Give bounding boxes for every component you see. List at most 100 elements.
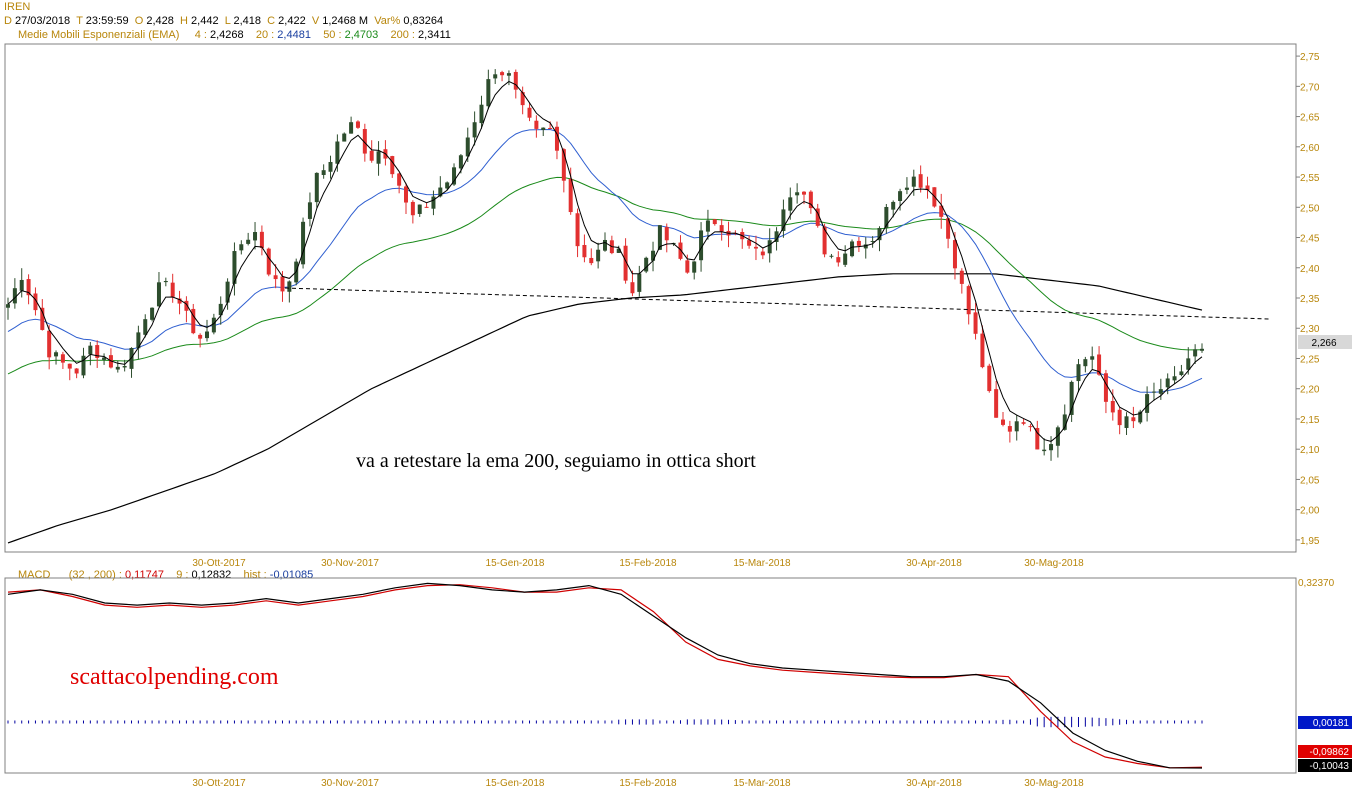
macd-badge: -0,10043	[1310, 761, 1350, 772]
candle-body	[397, 173, 402, 186]
candle-body	[170, 282, 175, 297]
candle-body	[760, 251, 765, 256]
high-key: H	[180, 15, 188, 27]
support-trendline	[284, 287, 1271, 320]
candle-body	[1186, 358, 1191, 370]
x-tick-label: 30-Apr-2018	[906, 558, 962, 569]
candle-body	[506, 73, 511, 76]
var-key: Var%	[374, 15, 401, 27]
candle-body	[644, 257, 649, 272]
x-tick-label: 15-Gen-2018	[486, 558, 545, 569]
ema4-value: 2,4268	[209, 29, 244, 41]
y-tick-label: 2,55	[1300, 173, 1320, 184]
candle-body	[877, 228, 882, 241]
candle-body	[884, 206, 889, 228]
candle-body	[321, 170, 326, 175]
volume-value: 1,2468 M	[322, 15, 369, 27]
candle-body	[205, 331, 209, 339]
x-tick-label: 15-Feb-2018	[619, 558, 677, 569]
candle-body	[273, 275, 278, 280]
candle-body	[911, 176, 916, 187]
ema-4-line	[7, 80, 1203, 442]
candle-body	[115, 366, 120, 370]
candle-body	[1151, 391, 1156, 393]
candle-body	[500, 72, 505, 76]
candle-body	[184, 300, 189, 311]
candle-body	[424, 206, 429, 208]
candle-body	[561, 149, 566, 181]
candle-body	[802, 191, 806, 195]
candle-body	[637, 273, 642, 292]
candle-body	[6, 304, 10, 308]
chart-annotation: va a retestare la ema 200, seguiamo in o…	[356, 450, 756, 472]
candle-body	[259, 231, 264, 248]
candle-body	[980, 333, 985, 368]
candle-body	[472, 122, 477, 138]
candle-body	[788, 197, 793, 211]
ema50-key: 50 :	[323, 29, 342, 41]
open-key: O	[134, 15, 144, 27]
price-panel-frame	[4, 43, 1297, 553]
candle-body	[651, 250, 656, 261]
watermark: scattacolpending.com	[70, 664, 279, 690]
ema-50-line	[7, 176, 1203, 375]
y-tick-label: 2,15	[1300, 415, 1320, 426]
candle-body	[692, 261, 697, 273]
candle-body	[19, 279, 24, 291]
candle-body	[156, 282, 161, 307]
candle-body	[623, 245, 628, 281]
candle-body	[246, 239, 251, 244]
candle-body	[60, 354, 65, 363]
signal-badge-bg	[1298, 745, 1352, 758]
high-value: 2,442	[191, 15, 219, 27]
candle-body	[850, 241, 855, 257]
candle-body	[266, 248, 271, 275]
candle-body	[1103, 373, 1108, 402]
candle-body	[211, 317, 216, 333]
signal-badge: -0,09862	[1310, 747, 1350, 758]
candle-body	[47, 330, 52, 358]
candle-body	[870, 240, 875, 242]
candle-body	[417, 204, 422, 214]
y-tick-label: 2,45	[1300, 234, 1320, 245]
y-tick-label: 2,30	[1300, 324, 1320, 335]
candle-body	[410, 201, 415, 216]
x-tick-label: 30-Mag-2018	[1024, 778, 1084, 789]
candle-body	[198, 334, 203, 339]
ema-legend-title: Medie Mobili Esponenziali (EMA)	[18, 29, 180, 41]
candle-body	[1097, 354, 1102, 375]
x-tick-label: 30-Ott-2017	[192, 778, 246, 789]
candle-body	[603, 239, 607, 251]
candle-body	[815, 208, 820, 226]
candle-body	[163, 281, 168, 283]
candle-body	[1158, 389, 1163, 394]
candle-body	[836, 257, 841, 263]
candle-body	[362, 128, 367, 154]
candle-body	[808, 191, 813, 209]
candle-body	[664, 227, 669, 241]
candle-body	[33, 293, 38, 311]
macd-panel-frame	[4, 577, 1297, 774]
candle-body	[520, 92, 525, 106]
y-tick-label: 1,95	[1300, 536, 1320, 547]
candle-body	[314, 172, 319, 203]
candle-body	[1165, 378, 1170, 388]
candle-body	[1028, 426, 1033, 428]
candle-body	[548, 127, 553, 129]
candle-body	[712, 219, 717, 225]
x-tick-label: 15-Feb-2018	[619, 778, 677, 789]
y-tick-label: 2,25	[1300, 354, 1320, 365]
candle-body	[301, 221, 306, 265]
candle-body	[946, 218, 951, 239]
candle-body	[1138, 411, 1143, 423]
candle-body	[568, 178, 573, 213]
low-key: L	[224, 15, 231, 27]
ema200-key: 200 :	[390, 29, 415, 41]
candle-body	[445, 182, 450, 189]
hist-badge: 0,00181	[1313, 718, 1350, 729]
candle-body	[102, 357, 107, 360]
candle-body	[904, 187, 909, 190]
close-key: C	[267, 15, 276, 27]
symbol-title: IREN	[4, 1, 30, 14]
